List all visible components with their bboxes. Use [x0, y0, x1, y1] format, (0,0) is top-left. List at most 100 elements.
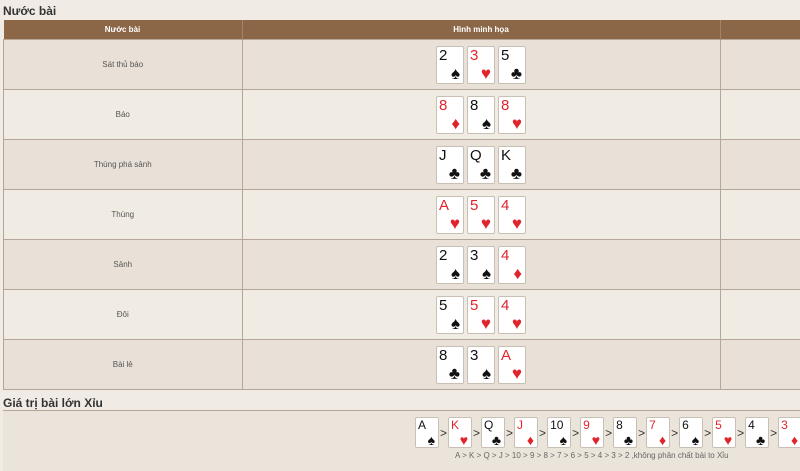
playing-card: J♦	[514, 417, 538, 448]
card-rank: 3	[470, 47, 478, 64]
empty-cell	[720, 240, 800, 290]
playing-card: 5♥	[712, 417, 736, 448]
hand-name: Báo	[4, 90, 243, 140]
column-header-empty	[720, 20, 800, 40]
greater-than-sign: >	[671, 426, 678, 440]
hand-name: Sát thủ báo	[4, 40, 243, 90]
card-suit-icon: ♣	[449, 365, 460, 383]
card-rank: 8	[501, 97, 509, 114]
card-rank: A	[439, 197, 449, 214]
card-group: 2♠3♠4♦	[436, 246, 526, 284]
empty-cell	[720, 90, 800, 140]
card-rank: 5	[715, 418, 722, 432]
card-suit-icon: ♥	[592, 433, 600, 447]
card-suit-icon: ♥	[512, 215, 522, 233]
playing-card: 8♣	[436, 346, 464, 384]
playing-card: 3♥	[467, 46, 495, 84]
card-group: J♣Q♣K♣	[436, 146, 526, 184]
card-rank: 8	[616, 418, 623, 432]
playing-card: 6♠	[679, 417, 703, 448]
playing-card: 8♣	[613, 417, 637, 448]
card-suit-icon: ♣	[449, 165, 460, 183]
card-rank: 4	[748, 418, 755, 432]
card-rank: 8	[470, 97, 478, 114]
playing-card: 7♦	[646, 417, 670, 448]
card-suit-icon: ♥	[512, 115, 522, 133]
playing-card: A♠	[415, 417, 439, 448]
card-rank: 5	[470, 197, 478, 214]
card-suit-icon: ♠	[482, 115, 491, 133]
card-suit-icon: ♣	[624, 433, 633, 447]
card-suit-icon: ♣	[756, 433, 765, 447]
table-row: Bài lẻ 8♣3♠A♥	[4, 340, 800, 390]
card-order-note: A > K > Q > J > 10 > 9 > 8 > 7 > 6 > 5 >…	[455, 451, 729, 460]
hand-name: Thùng phá sảnh	[4, 140, 243, 190]
card-rank: 10	[550, 418, 563, 432]
playing-card: 5♣	[498, 46, 526, 84]
playing-card: 2♠	[436, 46, 464, 84]
card-rank: Q	[484, 418, 493, 432]
playing-card: 4♥	[498, 296, 526, 334]
greater-than-sign: >	[605, 426, 612, 440]
playing-card: Q♣	[467, 146, 495, 184]
playing-card: A♥	[436, 196, 464, 234]
card-suit-icon: ♦	[791, 433, 798, 447]
playing-card: Q♣	[481, 417, 505, 448]
playing-card: 5♥	[467, 196, 495, 234]
hand-name: Bài lẻ	[4, 340, 243, 390]
greater-than-sign: >	[770, 426, 777, 440]
section-title-hands: Nước bài	[3, 4, 56, 18]
hand-illustration: 2♠3♥5♣	[242, 40, 720, 90]
hand-illustration: 2♠3♠4♦	[242, 240, 720, 290]
card-rank: 5	[470, 297, 478, 314]
playing-card: K♥	[448, 417, 472, 448]
card-suit-icon: ♦	[513, 265, 522, 283]
playing-card: 5♥	[467, 296, 495, 334]
empty-cell	[720, 290, 800, 340]
card-group: 8♦8♠8♥	[436, 96, 526, 134]
card-suit-icon: ♠	[451, 265, 460, 283]
card-rank: 3	[781, 418, 788, 432]
playing-card: 8♠	[467, 96, 495, 134]
card-group: 8♣3♠A♥	[436, 346, 526, 384]
card-rank: 4	[501, 247, 509, 264]
hand-illustration: A♥5♥ 4♥	[242, 190, 720, 240]
card-group: A♥5♥ 4♥	[436, 196, 526, 234]
empty-cell	[720, 140, 800, 190]
card-suit-icon: ♥	[724, 433, 732, 447]
greater-than-sign: >	[440, 426, 447, 440]
playing-card: A♥	[498, 346, 526, 384]
card-suit-icon: ♦	[527, 433, 534, 447]
column-header-illustration: Hình minh họa	[242, 20, 720, 40]
card-rank: 9	[583, 418, 590, 432]
hand-name: Thùng	[4, 190, 243, 240]
xiu-card-order-box: A♠>K♥>Q♣>J♦>10♠>9♥>8♣>7♦>6♠>5♥>4♣>3♦>2♠ …	[3, 410, 800, 471]
card-rank: 3	[470, 247, 478, 264]
playing-card: 4♣	[745, 417, 769, 448]
card-suit-icon: ♠	[451, 65, 460, 83]
card-rank: A	[501, 347, 511, 364]
greater-than-sign: >	[704, 426, 711, 440]
hand-illustration: J♣Q♣K♣	[242, 140, 720, 190]
card-suit-icon: ♣	[492, 433, 501, 447]
card-suit-icon: ♥	[481, 65, 491, 83]
playing-card: J♣	[436, 146, 464, 184]
card-suit-icon: ♥	[512, 365, 522, 383]
card-suit-icon: ♠	[692, 433, 699, 447]
card-suit-icon: ♦	[659, 433, 666, 447]
card-suit-icon: ♣	[511, 165, 522, 183]
card-suit-icon: ♦	[451, 115, 460, 133]
card-group: 2♠3♥5♣	[436, 46, 526, 84]
greater-than-sign: >	[572, 426, 579, 440]
greater-than-sign: >	[737, 426, 744, 440]
empty-cell	[720, 40, 800, 90]
card-rank: 4	[501, 197, 509, 214]
card-rank: J	[439, 147, 447, 164]
hand-name: Đôi	[4, 290, 243, 340]
card-rank: 2	[439, 247, 447, 264]
card-rank: 2	[439, 47, 447, 64]
